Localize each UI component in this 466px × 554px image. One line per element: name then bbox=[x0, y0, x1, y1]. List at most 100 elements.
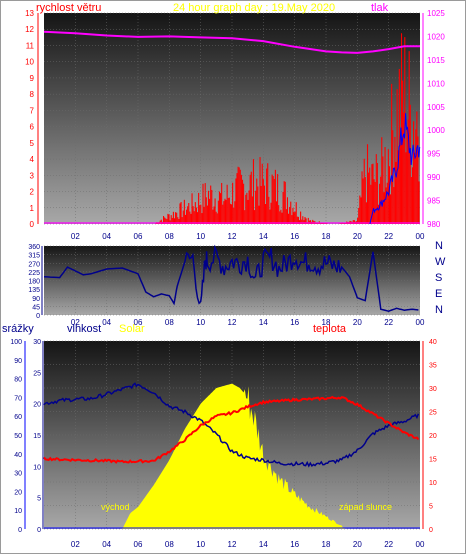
wind-axis-tick: 9 bbox=[30, 74, 35, 83]
wind-direction-line bbox=[43, 244, 419, 312]
x-tick-label: 20 bbox=[353, 540, 362, 549]
humidity-line bbox=[43, 382, 420, 468]
wind-axis-tick: 6 bbox=[30, 123, 35, 132]
x-tick-label: 18 bbox=[322, 540, 331, 549]
direction-axis-tick: 360 bbox=[28, 244, 40, 251]
x-tick-label: 06 bbox=[134, 318, 143, 327]
humidity-axis-tick: 0 bbox=[37, 527, 41, 534]
x-tick-label: 08 bbox=[165, 540, 174, 549]
average-wind-line bbox=[369, 113, 421, 225]
x-tick-label: 14 bbox=[259, 318, 268, 327]
sunset-label: západ slunce bbox=[339, 502, 392, 512]
wind-speed-label: rychlost větru bbox=[36, 2, 101, 14]
rain-axis-tick: 90 bbox=[14, 358, 22, 365]
x-tick-label: 10 bbox=[196, 318, 205, 327]
rain-axis-tick: 30 bbox=[14, 471, 22, 478]
x-tick-label: 16 bbox=[290, 540, 299, 549]
rain-axis-tick: 20 bbox=[14, 489, 22, 496]
x-tick-label: 06 bbox=[134, 232, 143, 241]
temperature-axis-tick: 30 bbox=[429, 386, 437, 393]
compass-letter: E bbox=[435, 288, 442, 300]
pressure-axis-tick: 1000 bbox=[427, 126, 445, 135]
humidity-axis-tick: 15 bbox=[33, 433, 41, 440]
rain-axis-tick: 100 bbox=[10, 339, 22, 346]
temperature-label: teplota bbox=[313, 323, 347, 335]
temperature-axis-tick: 15 bbox=[429, 457, 437, 464]
x-tick-label: 02 bbox=[71, 318, 80, 327]
x-tick-label: 22 bbox=[384, 540, 393, 549]
wind-axis-tick: 3 bbox=[30, 171, 35, 180]
pressure-axis-tick: 990 bbox=[427, 173, 441, 182]
rain-axis-tick: 0 bbox=[18, 527, 22, 534]
wind-axis-tick: 7 bbox=[30, 106, 35, 115]
solar-area bbox=[120, 383, 347, 529]
rain-label: srážky bbox=[2, 323, 34, 335]
x-tick-label: 20 bbox=[353, 318, 362, 327]
compass-letter: N bbox=[435, 240, 443, 252]
x-tick-label: 16 bbox=[290, 318, 299, 327]
direction-axis-tick: 135 bbox=[28, 287, 40, 294]
temperature-axis-tick: 35 bbox=[429, 363, 437, 370]
x-tick-label: 10 bbox=[196, 540, 205, 549]
x-tick-label: 16 bbox=[290, 232, 299, 241]
wind-direction-plot-area bbox=[44, 246, 420, 315]
sunrise-label: východ bbox=[101, 502, 130, 512]
rain-axis-tick: 50 bbox=[14, 433, 22, 440]
pressure-axis-tick: 985 bbox=[427, 197, 441, 206]
temperature-axis-tick: 5 bbox=[429, 504, 433, 511]
pressure-axis-tick: 1025 bbox=[427, 9, 445, 18]
humidity-axis-tick: 25 bbox=[33, 370, 41, 377]
humidity-label: vlhkost bbox=[67, 323, 101, 335]
direction-axis-tick: 225 bbox=[28, 270, 40, 277]
compass-letter: N bbox=[435, 304, 443, 316]
direction-axis-tick: 0 bbox=[36, 313, 40, 320]
wind-axis-tick: 5 bbox=[30, 139, 35, 148]
wind-axis-tick: 12 bbox=[25, 25, 34, 34]
x-tick-label: 00 bbox=[416, 232, 425, 241]
temperature-line bbox=[43, 395, 420, 464]
x-tick-label: 22 bbox=[384, 318, 393, 327]
compass-letter: S bbox=[435, 272, 442, 284]
direction-axis-tick: 90 bbox=[32, 296, 40, 303]
wind-axis-tick: 13 bbox=[25, 9, 34, 18]
pressure-axis-tick: 1015 bbox=[427, 56, 445, 65]
direction-axis-tick: 180 bbox=[28, 279, 40, 286]
x-tick-label: 10 bbox=[196, 232, 205, 241]
x-tick-label: 08 bbox=[165, 232, 174, 241]
temperature-axis-tick: 10 bbox=[429, 480, 437, 487]
humidity-axis-tick: 30 bbox=[33, 339, 41, 346]
temperature-axis-tick: 0 bbox=[429, 527, 433, 534]
temperature-axis-tick: 40 bbox=[429, 339, 437, 346]
x-tick-label: 22 bbox=[384, 232, 393, 241]
pressure-axis-tick: 1020 bbox=[427, 32, 445, 41]
wind-axis-tick: 8 bbox=[30, 90, 35, 99]
pressure-axis-tick: 995 bbox=[427, 150, 441, 159]
wind-axis-tick: 0 bbox=[30, 220, 35, 229]
wind-axis-tick: 11 bbox=[26, 41, 35, 50]
x-tick-label: 18 bbox=[322, 232, 331, 241]
wind-pressure-gridlines bbox=[44, 12, 420, 225]
rain-axis-tick: 70 bbox=[14, 395, 22, 402]
wind-axis-tick: 4 bbox=[30, 155, 35, 164]
pressure-line bbox=[43, 30, 420, 54]
x-tick-label: 12 bbox=[228, 232, 237, 241]
solar-label: Solar bbox=[119, 323, 145, 335]
x-tick-label: 02 bbox=[71, 232, 80, 241]
x-tick-label: 20 bbox=[353, 232, 362, 241]
pressure-axis-tick: 980 bbox=[427, 220, 441, 229]
chart-title: 24 hour graph day : 19.May 2020 bbox=[173, 2, 335, 14]
pressure-axis-tick: 1005 bbox=[427, 103, 445, 112]
direction-axis-tick: 270 bbox=[28, 261, 40, 268]
humidity-axis-tick: 20 bbox=[33, 402, 41, 409]
x-tick-label: 00 bbox=[416, 318, 425, 327]
wind-direction-gridlines bbox=[44, 245, 420, 316]
x-tick-label: 14 bbox=[259, 540, 268, 549]
humidity-axis-tick: 10 bbox=[33, 464, 41, 471]
wind-axis-tick: 10 bbox=[25, 58, 34, 67]
rain-axis-tick: 80 bbox=[14, 377, 22, 384]
x-tick-label: 18 bbox=[322, 318, 331, 327]
direction-axis-tick: 315 bbox=[28, 253, 40, 260]
